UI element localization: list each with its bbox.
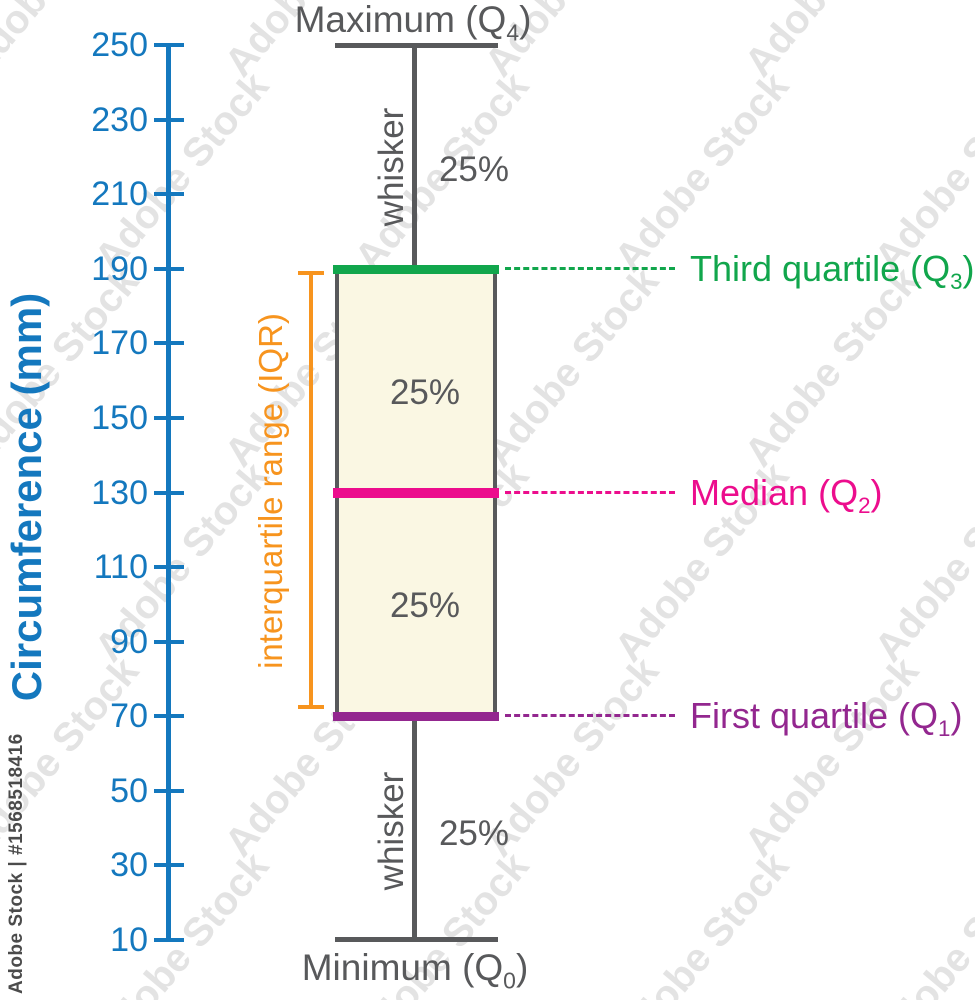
third-quartile-subscript: 3 — [950, 268, 963, 294]
background-watermark: Adobe Stock — [476, 259, 668, 475]
median-label-text: Median (Q — [690, 471, 859, 513]
lower-box-percent: 25% — [389, 586, 461, 626]
third-quartile-label-text: Third quartile (Q — [690, 247, 951, 289]
y-axis-title: Circumference (mm) — [3, 292, 50, 702]
y-axis-tick — [154, 415, 184, 420]
y-axis-tick — [154, 714, 184, 719]
minimum-label-close: ) — [515, 947, 529, 988]
upper-whisker-label: whisker — [372, 107, 411, 227]
maximum-subscript: 4 — [506, 19, 520, 46]
y-axis-tick — [154, 117, 184, 122]
iqr-bracket-bottom-tick — [298, 705, 324, 710]
y-axis-tick-label: 250 — [91, 26, 148, 64]
y-axis-tick-label: 90 — [110, 622, 148, 661]
y-axis-tick — [154, 266, 184, 271]
upper-whisker-line — [412, 45, 417, 269]
first-quartile-label-close: ) — [950, 695, 963, 737]
third-quartile-dashed-line — [505, 266, 675, 270]
y-axis-tick-label: 10 — [110, 921, 148, 959]
lower-whisker-line — [412, 716, 417, 940]
maximum-label: Maximum (Q4) — [294, 0, 532, 44]
median-dashed-line — [505, 490, 675, 494]
first-quartile-subscript: 1 — [938, 716, 951, 742]
iqr-label: interquartile range (IQR) — [252, 313, 289, 669]
minimum-cap-line — [335, 937, 498, 942]
iqr-bracket-line — [309, 272, 313, 708]
lower-whisker-percent: 25% — [438, 814, 510, 854]
minimum-label-text: Minimum (Q — [301, 947, 504, 988]
minimum-label: Minimum (Q0) — [301, 947, 529, 992]
y-axis-tick-label: 130 — [91, 473, 148, 512]
y-axis-tick — [154, 863, 184, 868]
median-label-close: ) — [870, 471, 883, 513]
y-axis-tick — [154, 192, 184, 197]
third-quartile-line — [333, 264, 499, 274]
median-line — [333, 487, 499, 498]
y-axis-tick-label: 50 — [110, 771, 148, 810]
y-axis-tick-label: 150 — [91, 398, 148, 437]
y-axis-tick — [154, 43, 184, 47]
upper-whisker-percent: 25% — [438, 149, 510, 189]
y-axis-tick — [154, 639, 184, 644]
y-axis-tick-label: 30 — [110, 846, 148, 885]
y-axis-tick-label: 170 — [91, 324, 148, 363]
upper-box-percent: 25% — [389, 372, 461, 412]
stock-watermark-text: Adobe Stock | #1568518416 — [6, 733, 27, 994]
y-axis-tick — [154, 565, 184, 570]
y-axis-tick-label: 110 — [93, 548, 148, 587]
median-subscript: 2 — [858, 492, 871, 518]
maximum-label-text: Maximum (Q — [294, 0, 507, 40]
iqr-bracket-top-tick — [298, 270, 324, 275]
y-axis-tick-label: 190 — [91, 249, 148, 288]
background-watermark: Adobe Stock — [866, 844, 975, 1000]
first-quartile-label-text: First quartile (Q — [690, 695, 939, 737]
background-watermark: Adobe Stock — [736, 649, 928, 865]
third-quartile-label-close: ) — [962, 247, 975, 289]
background-watermark: Adobe Stock — [86, 64, 278, 280]
median-label: Median (Q2) — [690, 471, 883, 517]
maximum-cap-line — [335, 43, 498, 48]
y-axis-tick — [154, 341, 184, 346]
y-axis-tick-label: 230 — [91, 100, 148, 139]
first-quartile-line — [333, 712, 499, 722]
third-quartile-label: Third quartile (Q3) — [690, 247, 975, 293]
y-axis-tick-label: 210 — [91, 175, 148, 214]
minimum-subscript: 0 — [503, 967, 516, 994]
y-axis-tick — [154, 490, 184, 495]
y-axis-tick — [154, 938, 184, 942]
maximum-label-close: ) — [519, 0, 532, 40]
background-watermark: Adobe Stock — [866, 454, 975, 670]
y-axis-tick-label: 70 — [110, 697, 148, 736]
background-watermark: Adobe Stock — [606, 844, 798, 1000]
lower-whisker-label: whisker — [372, 771, 411, 891]
background-watermark: Adobe Stock — [736, 259, 928, 475]
first-quartile-dashed-line — [505, 714, 675, 718]
first-quartile-label: First quartile (Q1) — [690, 695, 963, 740]
y-axis-tick — [154, 788, 184, 793]
